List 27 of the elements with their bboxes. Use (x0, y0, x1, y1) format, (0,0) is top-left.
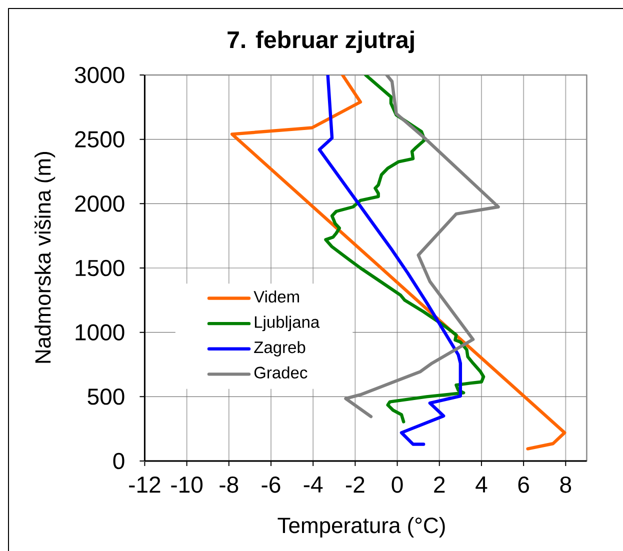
y-tick-label: 2000 (75, 196, 124, 212)
line-series (230, 74, 566, 450)
x-tick-label: 4 (476, 476, 488, 492)
legend-label: Videm (254, 290, 299, 303)
y-tick-label: 3000 (74, 66, 124, 84)
y-tick-label: 2500 (75, 131, 124, 148)
legend-label: Gradec (254, 366, 308, 378)
x-tick-label: -2 (346, 476, 364, 493)
chart-title: 7. februar zjutraj (228, 30, 414, 53)
x-axis-title: Temperatura (°C) (278, 517, 445, 538)
x-tick-label: -8 (220, 476, 238, 493)
x-tick-label: 2 (434, 476, 445, 493)
x-tick-label: 6 (518, 476, 529, 493)
line-series (324, 74, 486, 424)
legend-label: Zagreb (254, 341, 306, 356)
x-tick-label: -12 (129, 476, 160, 493)
legend-label: Ljubljana (254, 316, 320, 332)
x-tick-label: 0 (392, 476, 403, 493)
x-tick-label: -10 (171, 476, 203, 493)
y-tick-label: 0 (113, 452, 124, 470)
x-tick-label: 8 (560, 476, 572, 493)
x-tick-label: -4 (304, 476, 323, 492)
y-tick-label: 500 (88, 388, 124, 405)
y-tick-label: 1000 (76, 324, 124, 340)
y-axis-title: Nadmorska višina (m) (34, 152, 56, 363)
y-tick-label: 1500 (76, 260, 124, 276)
x-tick-label: -6 (262, 476, 280, 493)
